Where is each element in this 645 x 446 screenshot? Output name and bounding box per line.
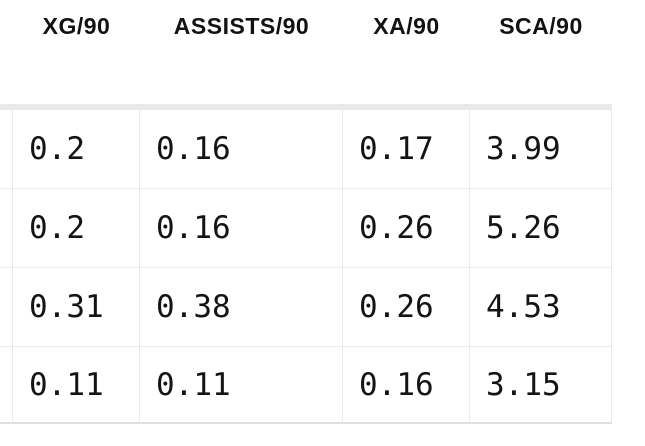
- table-cell-xa90: 0.26: [343, 268, 470, 346]
- table-cell-sca90: 3.99: [470, 110, 612, 188]
- table-cell-clipped: [0, 268, 13, 346]
- table-cell-clipped: [0, 110, 13, 188]
- table-row-4: 0.11 0.11 0.16 3.15: [0, 347, 612, 424]
- table-row-3: 0.31 0.38 0.26 4.53: [0, 268, 612, 347]
- table-cell-assists90: 0.16: [140, 110, 343, 188]
- table-cell-assists90: 0.38: [140, 268, 343, 346]
- table-cell-xg90: 0.11: [13, 347, 140, 422]
- column-header-assists-per-90[interactable]: ASSISTS/90: [173, 13, 310, 39]
- table-cell-xg90: 0.2: [13, 110, 140, 188]
- table-cell-sca90: 3.15: [470, 347, 612, 422]
- table-row-2: 0.2 0.16 0.26 5.26: [0, 189, 612, 268]
- table-cell-xa90: 0.26: [343, 189, 470, 267]
- column-header-sca-per-90[interactable]: SCA/90: [499, 13, 583, 39]
- table-row-1: 0.2 0.16 0.17 3.99: [0, 110, 612, 189]
- stats-table: XG/90 ASSISTS/90 XA/90 SCA/90 0.2 0.16 0…: [0, 0, 612, 424]
- table-cell-clipped: [0, 347, 13, 422]
- table-header-row: XG/90 ASSISTS/90 XA/90 SCA/90: [0, 0, 612, 104]
- table-cell-clipped: [0, 189, 13, 267]
- table-cell-assists90: 0.16: [140, 189, 343, 267]
- table-cell-sca90: 4.53: [470, 268, 612, 346]
- table-cell-xg90: 0.31: [13, 268, 140, 346]
- table-cell-assists90: 0.11: [140, 347, 343, 422]
- table-cell-xa90: 0.17: [343, 110, 470, 188]
- table-cell-xa90: 0.16: [343, 347, 470, 422]
- column-header-xg-per-90[interactable]: XG/90: [42, 13, 111, 39]
- table-header-divider: [0, 104, 612, 110]
- table-cell-xg90: 0.2: [13, 189, 140, 267]
- column-header-xa-per-90[interactable]: XA/90: [373, 13, 440, 39]
- table-cell-sca90: 5.26: [470, 189, 612, 267]
